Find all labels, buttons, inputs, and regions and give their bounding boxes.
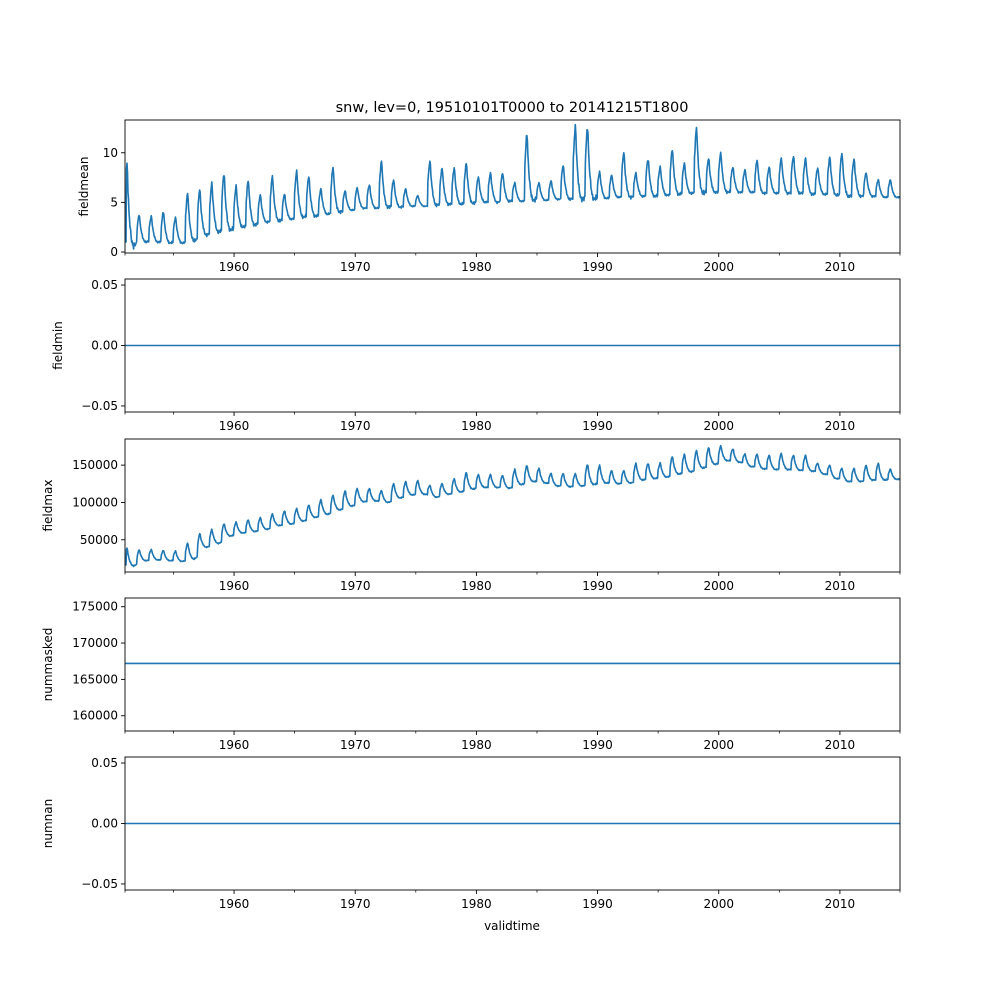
series-line-fieldmean <box>125 123 900 250</box>
axes-frame <box>124 597 901 732</box>
y-tick-label: 10 <box>103 146 118 160</box>
y-tick-label: 0 <box>110 245 118 259</box>
x-tick-label: 2000 <box>703 897 734 911</box>
axes-frame <box>124 438 901 573</box>
x-tick-label: 1980 <box>461 579 492 593</box>
y-axis-label: fieldmax <box>41 479 55 531</box>
x-tick-label: 2010 <box>825 738 856 752</box>
y-tick-label: 170000 <box>72 636 118 650</box>
y-tick-label: 165000 <box>72 672 118 686</box>
series-line-fieldmax <box>125 444 900 568</box>
subplot-fieldmax: 50000 100000 150000 1960 1970 1980 1990 2000 201… <box>41 438 901 593</box>
x-tick-label: 2000 <box>703 738 734 752</box>
x-tick-label: 2010 <box>825 579 856 593</box>
y-tick-label: 0.05 <box>91 278 118 292</box>
subplots: 0 5 10 1960 1970 1980 1990 2000 2010 fieldmean −0.… <box>41 119 901 911</box>
x-tick-label: 2010 <box>825 419 856 433</box>
x-tick-label: 1960 <box>219 260 250 274</box>
y-axis-label: numnan <box>41 799 55 848</box>
x-tick-label: 1990 <box>582 419 613 433</box>
x-tick-label: 1970 <box>340 419 371 433</box>
x-tick-label: 1970 <box>340 738 371 752</box>
x-tick-label: 1960 <box>219 738 250 752</box>
x-tick-label: 2000 <box>703 579 734 593</box>
x-tick-label: 1970 <box>340 897 371 911</box>
x-tick-label: 1980 <box>461 260 492 274</box>
axes-frame <box>124 119 901 254</box>
y-tick-label: 0.00 <box>91 817 118 831</box>
y-tick-label: −0.05 <box>81 877 118 891</box>
y-axis-label: nummasked <box>41 628 55 702</box>
y-tick-label: 5 <box>110 195 118 209</box>
y-tick-label: 150000 <box>72 458 118 472</box>
subplot-fieldmean: 0 5 10 1960 1970 1980 1990 2000 2010 fieldmean <box>77 119 901 274</box>
x-tick-label: 1970 <box>340 579 371 593</box>
x-tick-label: 1960 <box>219 419 250 433</box>
x-axis-label: validtime <box>484 919 540 933</box>
chart-title: snw, lev=0, 19510101T0000 to 20141215T18… <box>336 100 689 116</box>
x-tick-label: 1980 <box>461 897 492 911</box>
y-tick-label: 0.05 <box>91 756 118 770</box>
y-tick-label: 175000 <box>72 600 118 614</box>
x-tick-label: 1960 <box>219 579 250 593</box>
x-tick-label: 1990 <box>582 579 613 593</box>
y-tick-label: −0.05 <box>81 399 118 413</box>
x-tick-label: 1980 <box>461 419 492 433</box>
x-tick-label: 1960 <box>219 897 250 911</box>
y-tick-label: 50000 <box>80 533 118 547</box>
x-tick-label: 1970 <box>340 260 371 274</box>
x-tick-label: 2000 <box>703 260 734 274</box>
subplot-fieldmin: −0.05 0.00 0.05 1960 1970 1980 1990 2000 2010 fie… <box>51 278 901 433</box>
y-tick-label: 100000 <box>72 495 118 509</box>
x-tick-label: 2010 <box>825 897 856 911</box>
x-tick-label: 1980 <box>461 738 492 752</box>
y-axis-label: fieldmean <box>77 157 91 217</box>
x-tick-label: 2010 <box>825 260 856 274</box>
x-tick-label: 1990 <box>582 260 613 274</box>
y-tick-label: 0.00 <box>91 339 118 353</box>
x-tick-label: 1990 <box>582 897 613 911</box>
y-axis-label: fieldmin <box>51 321 65 370</box>
subplot-numnan: −0.05 0.00 0.05 1960 1970 1980 1990 2000 2010 num… <box>41 756 901 911</box>
y-tick-label: 160000 <box>72 709 118 723</box>
x-tick-label: 1990 <box>582 738 613 752</box>
x-tick-label: 2000 <box>703 419 734 433</box>
subplot-nummasked: 160000 165000 170000 175000 1960 1970 1980 1990… <box>41 597 901 752</box>
